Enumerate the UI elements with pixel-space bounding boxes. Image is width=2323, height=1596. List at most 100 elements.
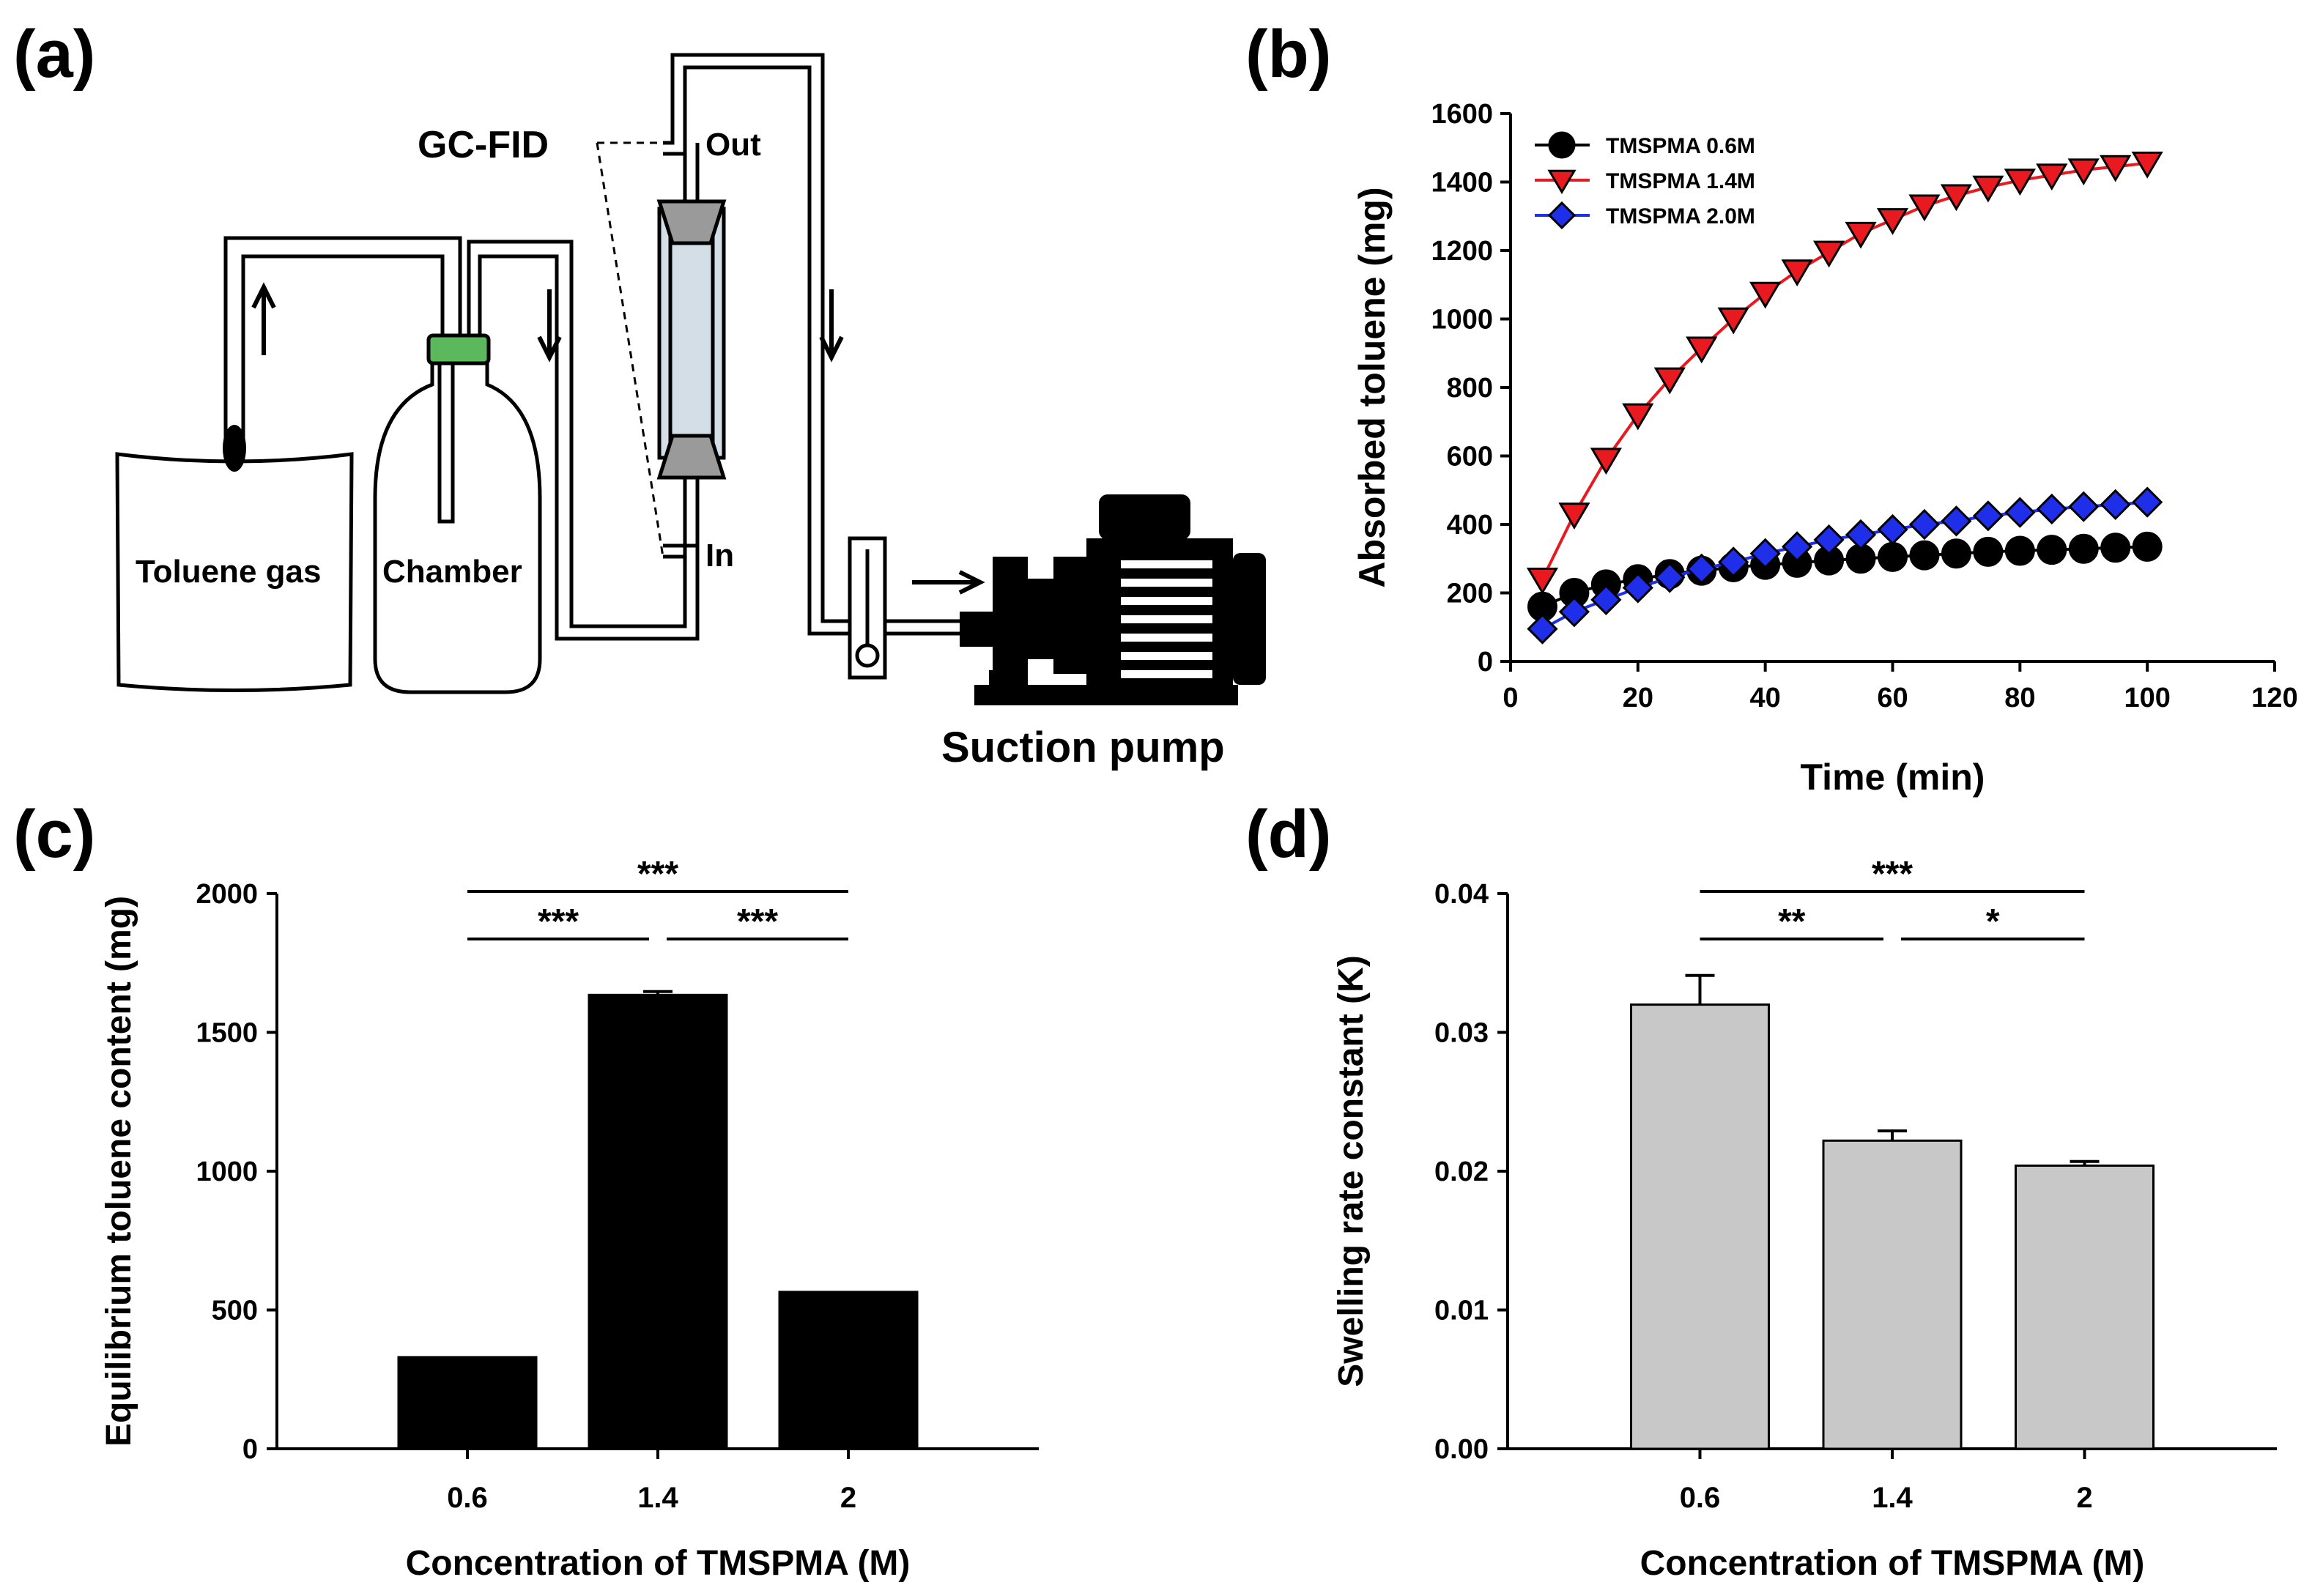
data-point: [2132, 531, 2163, 562]
data-point: [1558, 596, 1590, 628]
series-0: [1527, 531, 2163, 622]
data-point: [1909, 540, 1940, 571]
data-point: [2004, 168, 2036, 196]
legend-label: TMSPMA 2.0M: [1606, 204, 1755, 229]
data-point: [2132, 486, 2163, 518]
y-tick-label: 1400: [1431, 168, 1493, 198]
y-tick-label: 1000: [196, 1157, 258, 1187]
x-tick-label: 1.4: [1872, 1482, 1913, 1514]
data-point: [1653, 367, 1686, 395]
chart-swelling-rate: 0.000.010.020.030.040.6 1.4 2***** *Concent…: [1332, 855, 2277, 1583]
y-tick-label: 1000: [1431, 305, 1493, 335]
bar: [588, 993, 728, 1450]
panel-label-a: (a): [13, 17, 95, 92]
data-point: [1782, 531, 1813, 563]
data-point: [1908, 194, 1941, 222]
bar: [397, 1356, 538, 1450]
y-axis-title: Absorbed toluene (mg): [1352, 187, 1393, 587]
panel-label-b: (b): [1245, 17, 1331, 92]
legend-label: TMSPMA 0.6M: [1606, 134, 1755, 158]
bar: [1630, 1003, 1770, 1450]
data-point: [1527, 613, 1558, 645]
x-tick-label: 2: [840, 1482, 856, 1514]
apparatus-diagram: [115, 53, 985, 694]
bar: [1822, 1139, 1963, 1450]
data-point: [1908, 508, 1941, 541]
data-point: [1718, 546, 1749, 578]
y-tick-label: 0.04: [1434, 879, 1489, 910]
data-point: [1717, 307, 1749, 335]
data-point: [2100, 155, 2132, 182]
data-point: [2036, 493, 2067, 525]
y-tick-label: 400: [1447, 510, 1493, 541]
legend-label: TMSPMA 1.4M: [1606, 169, 1755, 193]
data-point: [1686, 553, 1717, 584]
x-tick-label: 120: [2251, 683, 2297, 713]
data-point: [1941, 538, 1971, 569]
legend-marker: [1548, 131, 1576, 159]
out-label: Out: [705, 127, 761, 163]
column-top-stopper: [656, 199, 727, 245]
significance-label: ***: [737, 902, 778, 941]
legend-marker: [1547, 169, 1577, 195]
data-point: [1622, 403, 1654, 431]
data-point: [1845, 519, 1877, 551]
bar: [778, 1291, 919, 1450]
data-point: [1781, 259, 1813, 287]
y-tick-label: 1500: [196, 1018, 258, 1049]
data-point: [1972, 500, 2004, 532]
data-point: [1686, 336, 1718, 364]
toluene-gas-bag: [115, 452, 354, 692]
pump-cooling-fins: [1121, 560, 1212, 678]
y-tick-label: 600: [1447, 442, 1493, 472]
data-point: [1940, 184, 1973, 212]
data-point: [1749, 281, 1782, 309]
data-point: [1972, 175, 2004, 203]
y-tick-label: 500: [212, 1296, 258, 1326]
x-tick-label: 2: [2076, 1482, 2092, 1514]
data-point: [2036, 163, 2068, 191]
y-tick-label: 1200: [1431, 236, 1493, 267]
y-tick-label: 1600: [1431, 99, 1493, 130]
panel-label-d: (d): [1245, 797, 1331, 872]
x-axis-title: Time (min): [1801, 757, 1985, 798]
chamber-cap: [426, 333, 491, 365]
data-point: [1876, 208, 1909, 235]
y-tick-label: 2000: [196, 879, 258, 910]
bar: [2015, 1164, 2155, 1450]
x-tick-label: 0.6: [447, 1482, 488, 1514]
flow-arrow-down-1: [537, 289, 562, 363]
y-tick-label: 0.03: [1434, 1018, 1489, 1049]
data-point: [1941, 505, 1972, 537]
data-point: [2131, 152, 2163, 179]
y-tick-label: 0: [242, 1434, 258, 1465]
chart-equilibrium-toluene: 0 500 1000 1500 2000 0.6 1.4 2 *** *** *** Concentr…: [100, 855, 1039, 1583]
data-point: [1590, 448, 1623, 475]
suction-pump-label: Suction pump: [941, 724, 1225, 771]
data-point: [1749, 538, 1781, 569]
x-tick-label: 40: [1750, 683, 1781, 713]
data-point: [1973, 536, 2004, 567]
y-tick-label: 0.01: [1434, 1296, 1489, 1326]
data-point: [1622, 572, 1653, 604]
x-tick-label: 20: [1623, 683, 1653, 713]
data-point: [2068, 491, 2100, 522]
data-point: [2100, 532, 2131, 563]
x-axis-title: Concentration of TMSPMA (M): [406, 1544, 911, 1583]
bag-valve: [223, 425, 246, 472]
data-point: [2068, 533, 2099, 564]
y-axis-title: Equilibrium toluene content (mg): [100, 896, 138, 1447]
significance-label: ***: [538, 902, 579, 941]
chart-absorbed-toluene: 0 200 400 600 800 1000 1200 1400 1600 0 20 40 60 80 10…: [1352, 99, 2298, 798]
x-tick-label: 0.6: [1680, 1482, 1721, 1514]
y-tick-label: 0.00: [1434, 1434, 1489, 1465]
suction-pump: [960, 494, 1266, 705]
series-2: [1527, 486, 2163, 645]
y-tick-label: 0.02: [1434, 1157, 1489, 1187]
data-point: [2004, 535, 2035, 566]
flow-arrow-right: [912, 570, 985, 595]
data-point: [1654, 562, 1686, 593]
data-point: [1590, 584, 1622, 615]
y-tick-label: 200: [1447, 579, 1493, 609]
